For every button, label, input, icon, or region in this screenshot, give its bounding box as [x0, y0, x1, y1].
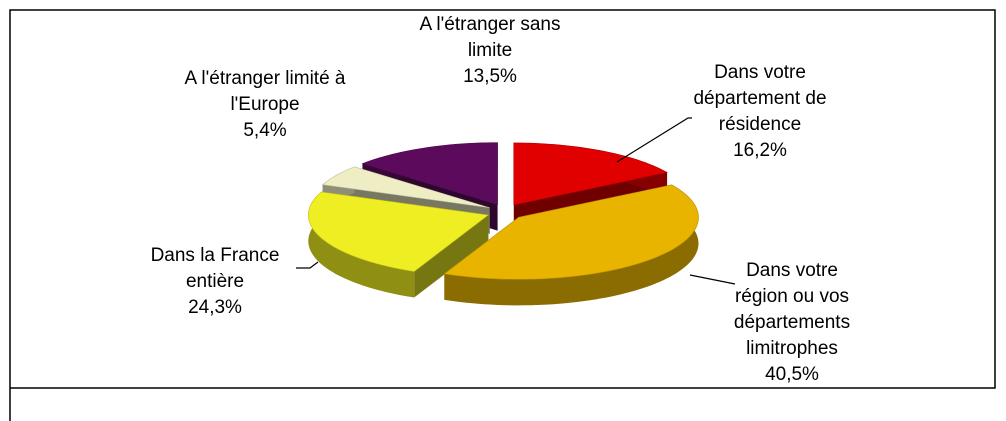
slice: [308, 191, 490, 272]
slice-side: [444, 184, 699, 306]
slice-side: [308, 191, 415, 298]
data-label: A l'étranger sans limite 13,5%: [395, 12, 585, 90]
slice: [443, 184, 699, 280]
slice: [361, 142, 498, 206]
category-label: Dans la France entière: [150, 245, 280, 292]
leader-line: [689, 274, 736, 285]
data-label: Dans votre département de résidence 16,2%: [685, 60, 835, 164]
data-label: Dans la France entière 24,3%: [125, 243, 305, 321]
leader-line: [616, 117, 692, 163]
slice: [321, 166, 490, 209]
data-label: Dans votre région ou vos départements li…: [722, 258, 862, 388]
category-label: A l'étranger limité à l'Europe: [184, 68, 346, 115]
leader-line: [296, 261, 319, 269]
category-label: Dans votre région ou vos départements li…: [733, 260, 851, 359]
data-label: A l'étranger limité à l'Europe 5,4%: [165, 66, 365, 144]
category-label: A l'étranger sans limite: [419, 14, 561, 61]
frame: [9, 9, 996, 421]
value-label: 16,2%: [733, 140, 787, 161]
value-label: 24,3%: [188, 297, 242, 318]
value-label: 40,5%: [765, 364, 819, 385]
slice: [513, 142, 668, 206]
value-label: 5,4%: [243, 120, 287, 141]
pie: [308, 142, 699, 306]
category-label: Dans votre département de résidence: [693, 62, 827, 135]
value-label: 13,5%: [463, 66, 517, 87]
